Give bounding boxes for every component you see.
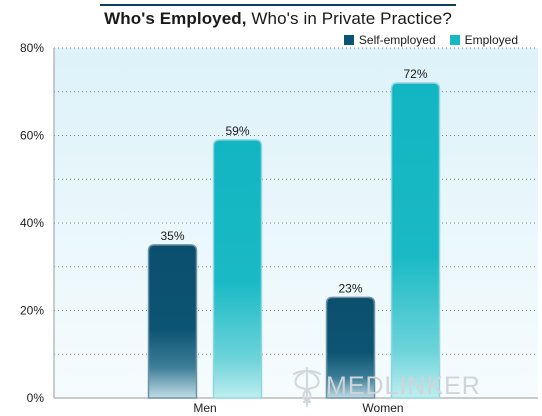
medical-caduceus-icon <box>292 366 322 408</box>
x-tick-label-men: Men <box>193 401 216 415</box>
y-tick-label: 80% <box>20 41 44 55</box>
legend-item-self-employed: Self-employed <box>343 33 436 47</box>
bar-self-employed-men <box>147 244 198 399</box>
chart-title: Who's Employed, Who's in Private Practic… <box>100 9 456 29</box>
y-tick-label: 0% <box>27 391 45 405</box>
y-tick-label: 20% <box>20 304 44 318</box>
bar-employed-men <box>212 139 263 399</box>
data-label: 23% <box>338 281 362 295</box>
x-tick-label-women: Women <box>362 401 403 415</box>
bar-employed-women <box>390 82 441 399</box>
data-label: 72% <box>403 67 427 81</box>
watermark-text: MEDLINKER <box>326 372 481 400</box>
legend-swatch-employed <box>449 35 460 45</box>
legend: Self-employed Employed <box>343 33 518 47</box>
y-tick-label: 40% <box>20 216 44 230</box>
legend-label-self-employed: Self-employed <box>358 33 436 47</box>
legend-label-employed: Employed <box>464 33 518 47</box>
data-label: 35% <box>160 229 184 243</box>
chart-title-rest: Who's in Private Practice? <box>246 9 452 28</box>
title-rule <box>100 4 456 6</box>
chart-title-bold: Who's Employed, <box>104 9 247 28</box>
legend-item-employed: Employed <box>449 33 518 47</box>
chart-title-block: Who's Employed, Who's in Private Practic… <box>100 4 456 29</box>
bar-self-employed-women <box>325 296 376 399</box>
y-tick-label: 60% <box>20 129 44 143</box>
data-label: 59% <box>225 124 249 138</box>
legend-swatch-self-employed <box>343 35 354 45</box>
watermark: MEDLINKER <box>292 366 481 408</box>
